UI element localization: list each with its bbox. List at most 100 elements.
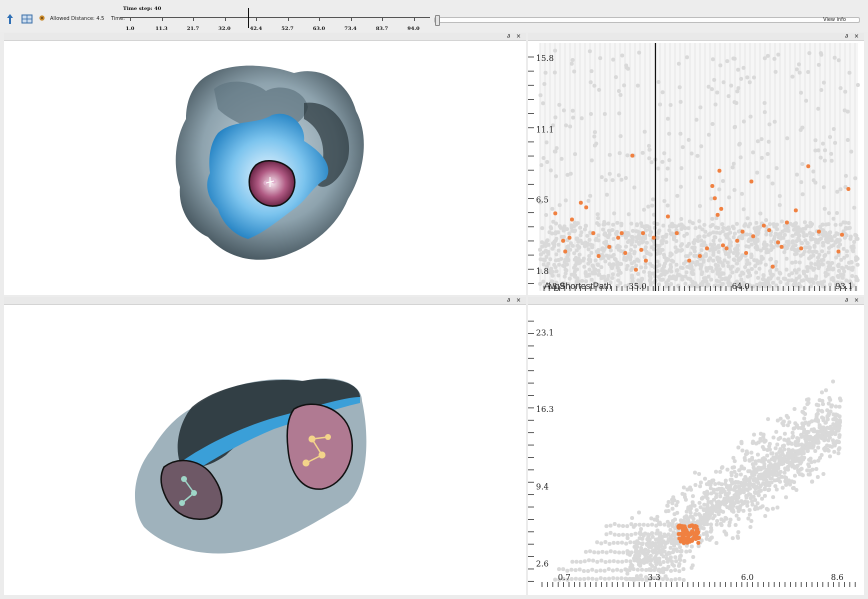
background-point [733,485,738,490]
dock-icon[interactable]: ∂ [844,33,851,40]
background-point [634,282,639,287]
background-point [623,284,628,289]
background-point [586,569,591,574]
y-tick-label: 23.1 [536,328,554,337]
scatter-view-top[interactable]: ∂ × 1.8 6.5 11.1 15.8 35.0 64.0 93.1 13.9 AvgSho… [528,33,864,295]
background-point [829,277,834,282]
background-point [649,160,654,165]
pin-icon[interactable] [4,13,16,25]
close-icon[interactable]: × [853,33,861,40]
background-point [757,266,762,271]
background-point [813,180,818,185]
background-point [717,231,722,236]
x-tick-label: 8.6 [831,573,844,582]
background-point [753,461,758,466]
background-point [727,195,732,200]
close-icon[interactable]: × [515,33,523,40]
view-info-link[interactable]: View info [823,17,846,23]
background-point [637,531,642,536]
background-point [815,475,820,480]
background-point [794,276,799,281]
background-point [544,255,549,260]
background-point [692,253,697,258]
background-point [742,455,747,460]
grid-icon[interactable] [21,13,33,25]
background-point [565,577,570,582]
background-point [841,246,846,251]
dock-icon[interactable]: ∂ [506,33,513,40]
background-point [569,61,574,66]
background-point [726,278,731,283]
background-point [746,268,751,273]
background-point [561,281,566,286]
atom-icon[interactable] [38,14,46,22]
dock-icon[interactable]: ∂ [844,297,851,304]
time-step-timeline[interactable]: Time step: 40 1.0 11.3 21.7 32.0 42.4 52.7 63.… [120,6,432,32]
background-point [804,274,809,279]
background-point [753,245,758,250]
background-point [756,491,761,496]
background-point [746,239,751,244]
background-point [731,455,736,460]
background-point [800,241,805,246]
time-slider[interactable] [434,15,860,26]
background-point [635,223,640,228]
protein-surface-render-top[interactable] [4,33,526,295]
background-point [569,576,574,581]
background-point [747,478,752,483]
dock-icon[interactable]: ∂ [506,297,513,304]
background-point [557,262,562,267]
background-point [811,169,816,174]
background-point [764,232,769,237]
background-point [705,283,710,288]
background-point [554,269,559,274]
background-point [704,536,709,541]
background-point [670,533,675,538]
background-point [729,479,734,484]
background-point [598,576,603,581]
background-point [688,506,693,511]
scatter-view-bottom[interactable]: ∂ × 2.6 9.4 16.3 23.1 0.7 3.3 6.0 8.6 [528,297,864,595]
scatter-plot-correlation[interactable]: 2.6 9.4 16.3 23.1 0.7 3.3 6.0 8.6 [528,297,864,595]
close-icon[interactable]: × [853,297,861,304]
background-point [782,431,787,436]
background-point [778,280,783,285]
background-point [684,549,689,554]
background-point [820,415,825,420]
background-point [771,280,776,285]
background-point [730,507,735,512]
background-point [736,530,741,535]
background-point [603,539,608,544]
background-point [608,549,613,554]
background-point [788,462,793,467]
molecule-view-top[interactable]: ∂ × [4,33,526,295]
background-point [837,446,842,451]
background-point [678,131,683,136]
background-point [774,452,779,457]
background-point [554,146,559,151]
background-point [810,479,815,484]
timeline-tick [193,17,194,21]
background-point [592,130,597,135]
background-point [741,207,746,212]
scatter-plot-avg-shortest-path[interactable]: 1.8 6.5 11.1 15.8 35.0 64.0 93.1 13.9AvgShortes… [528,33,864,295]
time-slider-thumb[interactable] [435,15,440,26]
highlighted-point [584,205,589,210]
background-point [763,514,768,519]
background-point [594,249,599,254]
protein-surface-render-bottom[interactable] [4,297,526,595]
background-point [800,161,805,166]
background-point [660,241,665,246]
time-step-cursor[interactable] [248,8,249,28]
background-point [593,258,598,263]
background-point [661,559,666,564]
background-point [756,465,761,470]
background-point [709,196,714,201]
close-icon[interactable]: × [515,297,523,304]
highlighted-point [806,164,811,169]
background-point [691,555,696,560]
background-point [603,259,608,264]
y-tick-label: 15.8 [536,54,554,63]
background-point [667,228,672,233]
molecule-view-bottom[interactable]: ∂ × [4,297,526,595]
